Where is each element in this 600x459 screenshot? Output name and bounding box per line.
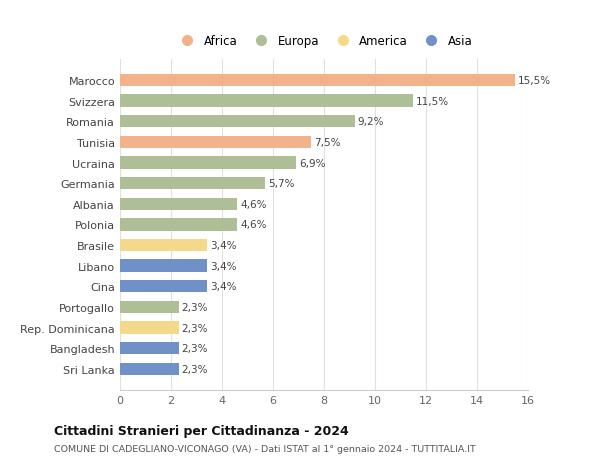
Bar bbox=[120, 342, 179, 354]
Bar bbox=[120, 239, 206, 252]
Legend: Africa, Europa, America, Asia: Africa, Europa, America, Asia bbox=[173, 33, 475, 50]
Text: 3,4%: 3,4% bbox=[210, 261, 236, 271]
Bar bbox=[120, 95, 413, 107]
Bar bbox=[120, 219, 237, 231]
Text: 2,3%: 2,3% bbox=[182, 343, 208, 353]
Text: 9,2%: 9,2% bbox=[358, 117, 384, 127]
Bar bbox=[120, 260, 206, 272]
Text: 2,3%: 2,3% bbox=[182, 302, 208, 312]
Text: 4,6%: 4,6% bbox=[241, 220, 267, 230]
Bar bbox=[120, 116, 355, 128]
Bar bbox=[120, 301, 179, 313]
Text: 2,3%: 2,3% bbox=[182, 323, 208, 333]
Text: 6,9%: 6,9% bbox=[299, 158, 326, 168]
Bar bbox=[120, 157, 296, 169]
Text: 5,7%: 5,7% bbox=[268, 179, 295, 189]
Bar bbox=[120, 136, 311, 149]
Bar bbox=[120, 322, 179, 334]
Bar bbox=[120, 363, 179, 375]
Text: 2,3%: 2,3% bbox=[182, 364, 208, 374]
Text: 3,4%: 3,4% bbox=[210, 282, 236, 291]
Bar bbox=[120, 178, 265, 190]
Text: 15,5%: 15,5% bbox=[518, 76, 551, 86]
Bar bbox=[120, 75, 515, 87]
Text: 3,4%: 3,4% bbox=[210, 241, 236, 251]
Text: COMUNE DI CADEGLIANO-VICONAGO (VA) - Dati ISTAT al 1° gennaio 2024 - TUTTITALIA.: COMUNE DI CADEGLIANO-VICONAGO (VA) - Dat… bbox=[54, 444, 476, 453]
Text: 11,5%: 11,5% bbox=[416, 96, 449, 106]
Bar bbox=[120, 198, 237, 211]
Text: 7,5%: 7,5% bbox=[314, 138, 341, 148]
Text: 4,6%: 4,6% bbox=[241, 199, 267, 209]
Bar bbox=[120, 280, 206, 293]
Text: Cittadini Stranieri per Cittadinanza - 2024: Cittadini Stranieri per Cittadinanza - 2… bbox=[54, 424, 349, 437]
